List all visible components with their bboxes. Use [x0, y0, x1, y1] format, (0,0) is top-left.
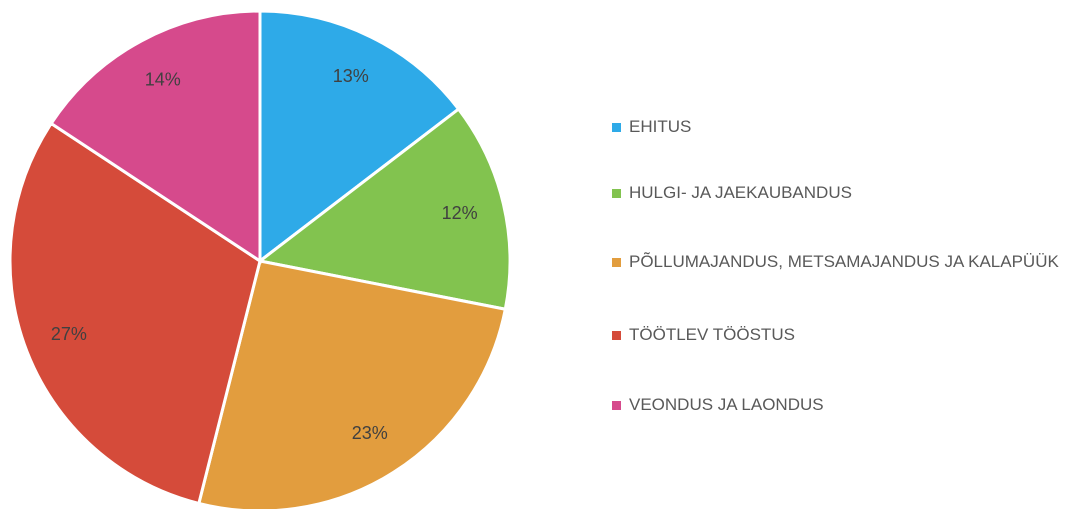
slice-label: 14% — [145, 69, 181, 89]
slice-label: 12% — [442, 203, 478, 223]
legend-label: HULGI- JA JAEKAUBANDUS — [629, 183, 852, 202]
legend-item: EHITUS — [612, 115, 1088, 139]
pie-slice — [256, 106, 512, 311]
pie-slice — [258, 9, 461, 265]
legend-swatch — [612, 189, 621, 198]
legend-label: VEONDUS JA LAONDUS — [629, 395, 824, 414]
legend-item: PÕLLUMAJANDUS, METSAMAJANDUS JA KALAPÜÜK — [612, 250, 1088, 274]
legend-item: VEONDUS JA LAONDUS — [612, 393, 1088, 417]
slice-label: 23% — [352, 423, 388, 443]
legend-item: HULGI- JA JAEKAUBANDUS — [612, 181, 1088, 205]
legend-label: PÕLLUMAJANDUS, METSAMAJANDUS JA KALAPÜÜK — [629, 252, 1059, 271]
legend-item: TÖÖTLEV TÖÖSTUS — [612, 323, 1088, 347]
pie-area: 13% 12% 23% 27% 14% — [8, 9, 512, 509]
pie-slice — [49, 9, 262, 264]
legend-label: TÖÖTLEV TÖÖSTUS — [629, 325, 795, 344]
legend-swatch — [612, 123, 621, 132]
pie-slice — [197, 259, 508, 509]
legend-swatch — [612, 401, 621, 410]
legend-swatch — [612, 258, 621, 267]
legend-swatch — [612, 331, 621, 340]
slice-label: 13% — [333, 66, 369, 86]
legend-label: EHITUS — [629, 117, 692, 136]
slice-label: 27% — [51, 324, 87, 344]
pie-slice — [8, 121, 262, 506]
